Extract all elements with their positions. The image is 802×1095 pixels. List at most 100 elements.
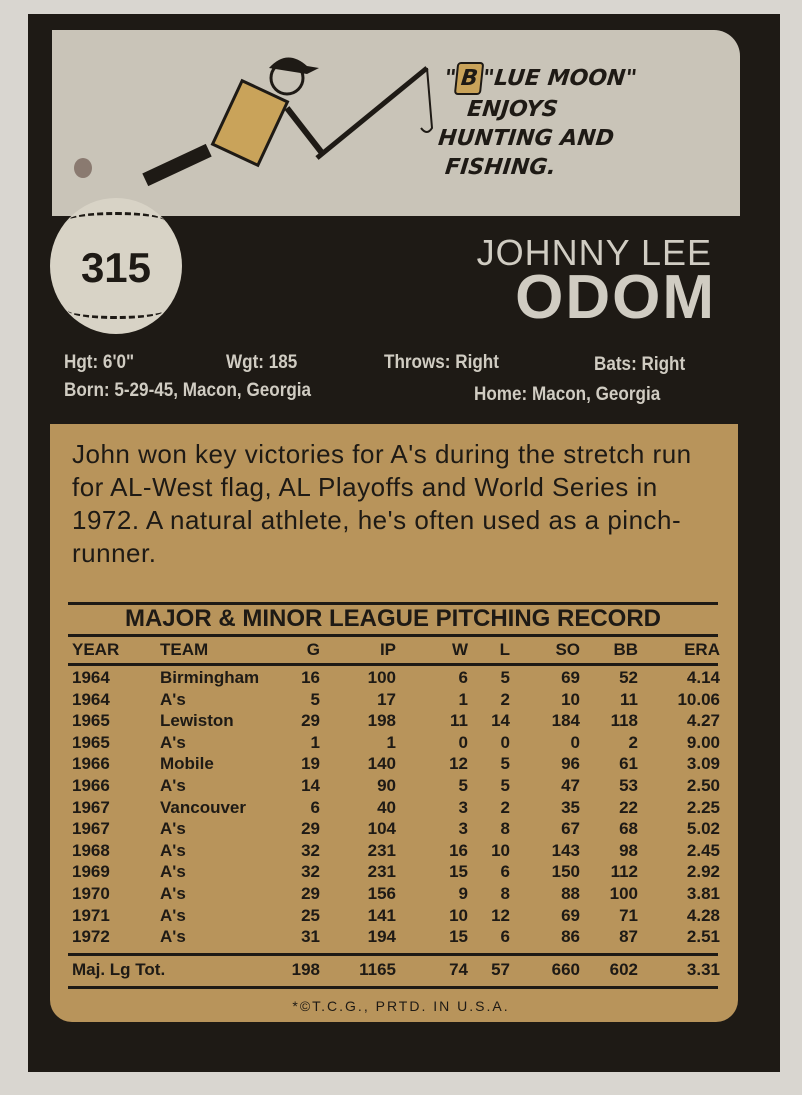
cell: A's: [160, 927, 186, 947]
cell: 11: [620, 689, 638, 709]
cell: 57: [491, 960, 510, 979]
cell: 1967: [72, 797, 110, 817]
cell: 104: [367, 819, 396, 839]
cell: 8: [500, 884, 510, 903]
cell: 16: [449, 840, 468, 860]
cell: 3.31: [686, 960, 720, 979]
cell: 12: [491, 905, 510, 925]
cell: 150: [551, 862, 580, 882]
table-row: 1964 Birmingham 16 100 6 5 69 52 4.14: [0, 668, 802, 690]
totals-row: Maj. Lg Tot. 198 1165 74 57 660 602 3.31: [0, 960, 802, 982]
cell: 9.00: [686, 732, 720, 752]
cartoon-caption: " B "LUE MOON" ENJOYS HUNTING AND FISHING.: [434, 62, 737, 182]
cell: 2: [500, 689, 510, 709]
cell: 5: [500, 776, 510, 795]
cell: 1971: [72, 905, 110, 925]
cell: A's: [160, 732, 186, 752]
quote-line: HUNTING AND: [436, 126, 616, 151]
cell: 15: [449, 927, 468, 947]
cell: A's: [160, 905, 186, 925]
cell: 19: [301, 754, 320, 774]
table-row: 1969 A's 32 231 15 6 150 112 2.92: [0, 862, 802, 884]
cell: 1965: [72, 732, 110, 752]
cell: 1: [310, 732, 320, 752]
record-title: MAJOR & MINOR LEAGUE PITCHING RECORD: [124, 605, 661, 632]
cell: 87: [619, 927, 638, 947]
table-row: 1968 A's 32 231 16 10 143 98 2.45: [0, 841, 802, 863]
cell: 1964: [72, 668, 110, 687]
cell: 4.27: [686, 711, 720, 731]
bats: Bats: Right: [594, 354, 686, 375]
cell: 9: [458, 884, 468, 903]
cell: 40: [377, 797, 396, 817]
divider: [68, 986, 718, 989]
stats-panel: [50, 424, 738, 1022]
table-row: 1970 A's 29 156 9 8 88 100 3.81: [0, 884, 802, 906]
cell: 4.28: [686, 905, 720, 925]
cell: 2.45: [686, 840, 720, 860]
cell: A's: [160, 819, 186, 839]
cell: 14: [301, 776, 320, 795]
cell: 1967: [72, 819, 110, 839]
divider: [68, 953, 718, 956]
cell: 22: [619, 797, 638, 817]
cell: 6: [310, 797, 320, 817]
cell: 602: [609, 960, 638, 979]
cell: 156: [367, 884, 396, 903]
totals-label: Maj. Lg Tot.: [72, 960, 166, 979]
cell: 112: [610, 862, 638, 882]
cell: 96: [561, 754, 580, 774]
cell: 198: [291, 960, 320, 979]
cell: 4.14: [686, 668, 720, 687]
cell: 231: [367, 840, 396, 860]
quote-line: FISHING.: [443, 155, 558, 180]
table-row: 1972 A's 31 194 15 6 86 87 2.51: [0, 927, 802, 949]
cell: 3: [458, 797, 468, 817]
table-row: 1965 A's 1 1 0 0 0 2 9.00: [0, 733, 802, 755]
cell: 1165: [359, 960, 396, 979]
cell: 10: [449, 905, 468, 925]
cell: 1970: [72, 884, 110, 903]
cartoon-fisherman-icon: [142, 57, 434, 187]
cell: 194: [367, 927, 396, 947]
cell: 198: [367, 711, 396, 731]
table-row: 1966 Mobile 19 140 12 5 96 61 3.09: [0, 754, 802, 776]
cell: 2: [628, 732, 638, 752]
cell: 53: [619, 776, 638, 795]
table-row: 1964 A's 5 17 1 2 10 11 10.06: [0, 690, 802, 712]
cell: 2.25: [686, 797, 720, 817]
cell: 47: [561, 776, 580, 795]
weight: Wgt: 185: [226, 352, 298, 373]
cell: 1968: [72, 840, 110, 860]
cell: 5: [500, 668, 510, 687]
cell: 0: [458, 732, 468, 752]
home: Home: Macon, Georgia: [474, 384, 661, 405]
cell: 90: [377, 776, 396, 795]
col-team: TEAM: [160, 640, 209, 659]
cell: 61: [619, 754, 638, 774]
baseball-icon: 315: [50, 198, 182, 334]
cell: 3.81: [686, 884, 720, 903]
col-bb: BB: [613, 640, 638, 659]
cell: 1: [458, 689, 468, 709]
cell: 67: [561, 819, 580, 839]
cell: 231: [367, 862, 396, 882]
cell: 14: [491, 711, 510, 731]
copyright: *©T.C.G., PRTD. IN U.S.A.: [292, 998, 510, 1014]
table-row: 1967 A's 29 104 3 8 67 68 5.02: [0, 819, 802, 841]
cell: 10: [491, 840, 510, 860]
cell: 0: [500, 732, 510, 752]
table-header: YEAR TEAM G IP W L SO BB ERA: [0, 640, 802, 662]
player-first-names: JOHNNY LEE: [476, 232, 712, 273]
cell: 69: [561, 668, 580, 687]
cell: 6: [458, 668, 468, 687]
cell: A's: [160, 840, 186, 860]
cell: 2.92: [686, 862, 720, 882]
cell: 35: [561, 797, 580, 817]
cell: 68: [619, 819, 638, 839]
throws: Throws: Right: [384, 352, 499, 373]
cell: 5: [500, 754, 510, 774]
card-number: 315: [80, 244, 152, 291]
cell: 31: [301, 927, 320, 947]
cell: 71: [619, 905, 638, 925]
